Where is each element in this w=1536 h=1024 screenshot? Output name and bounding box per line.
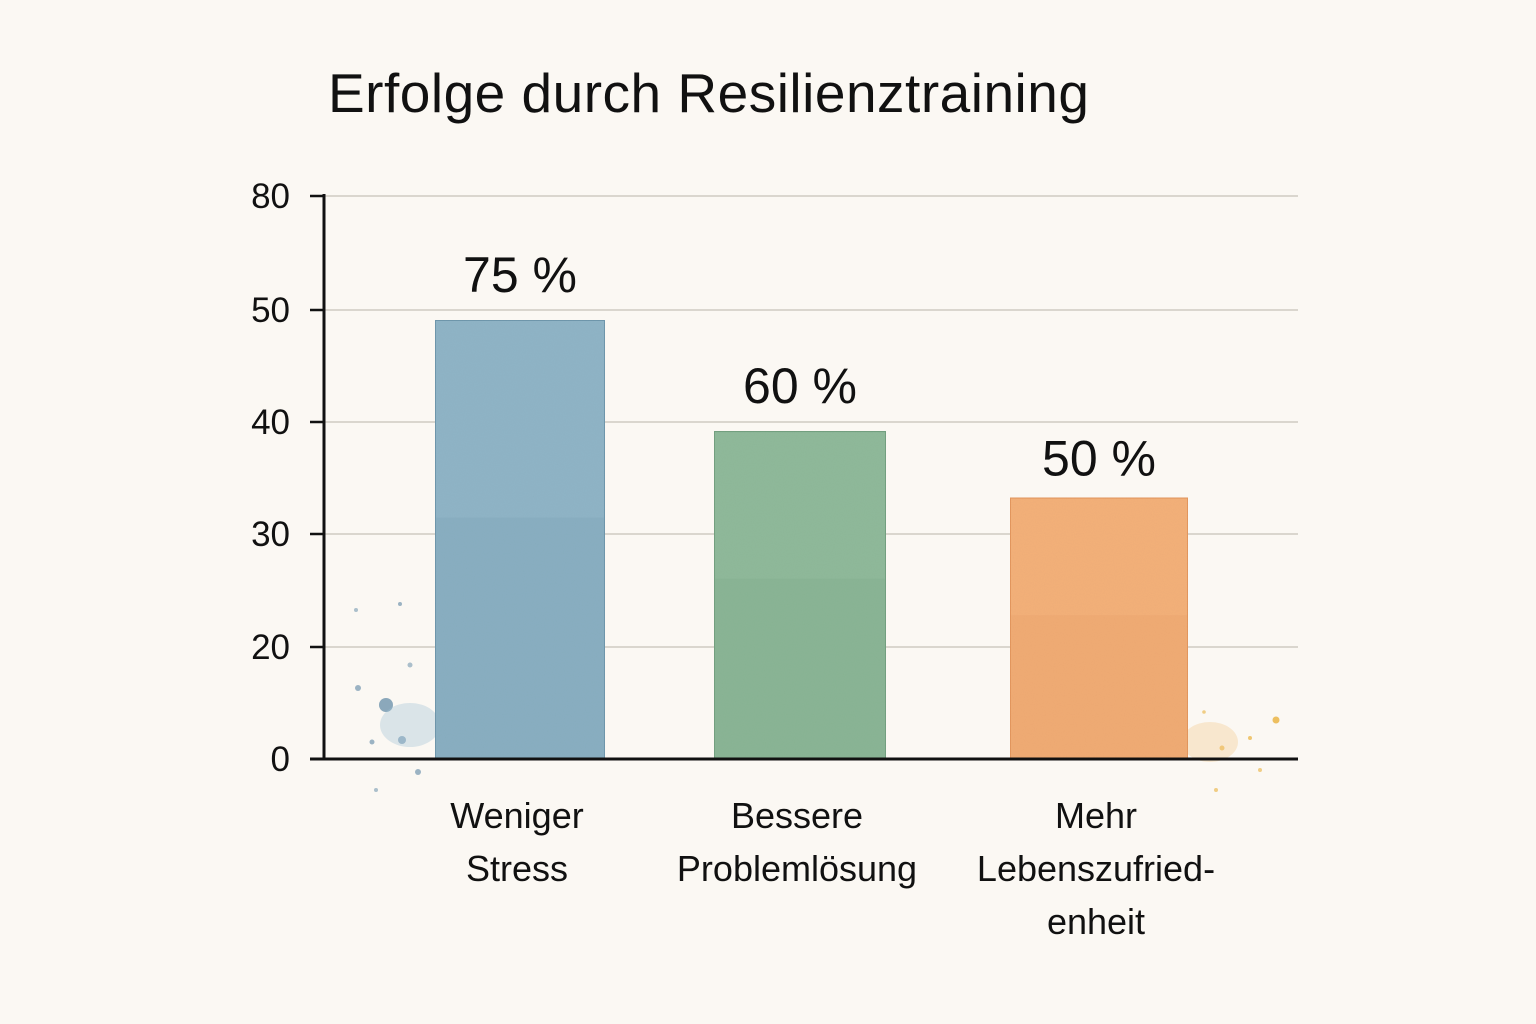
data-label: 60 % xyxy=(743,358,857,414)
y-tick-label: 0 xyxy=(271,740,290,779)
bar-shade xyxy=(1010,615,1188,759)
x-category-label: Stress xyxy=(466,848,568,889)
bar-shade xyxy=(435,517,605,759)
y-axis-tick-labels: 0 20 30 40 50 80 xyxy=(251,177,324,779)
watercolor-splash-decoration xyxy=(354,602,1280,792)
x-category-label: Lebenszufried- xyxy=(977,848,1215,889)
bar-shade xyxy=(714,578,886,759)
y-tick-label: 20 xyxy=(251,628,290,667)
y-tick-label: 80 xyxy=(251,177,290,216)
bar xyxy=(713,430,887,760)
x-category-label: enheit xyxy=(1047,901,1145,942)
x-category-label: Problemlösung xyxy=(677,848,917,889)
x-category-label: Mehr xyxy=(1055,795,1137,836)
y-tick-label: 50 xyxy=(251,291,290,330)
data-label: 75 % xyxy=(463,247,577,303)
x-category-label: Weniger xyxy=(450,795,583,836)
bar xyxy=(434,319,606,760)
bar xyxy=(1009,496,1189,760)
y-tick-label: 40 xyxy=(251,403,290,442)
data-label: 50 % xyxy=(1042,431,1156,487)
x-category-label: Bessere xyxy=(731,795,863,836)
data-labels: 75 % 60 % 50 % xyxy=(463,247,1156,487)
chart-title: Erfolge durch Resilienztraining xyxy=(328,62,1090,124)
y-tick-label: 30 xyxy=(251,515,290,554)
bars xyxy=(434,319,1189,760)
x-axis-category-labels: Weniger Stress Bessere Problemlösung Mehr Leb… xyxy=(450,795,1215,942)
